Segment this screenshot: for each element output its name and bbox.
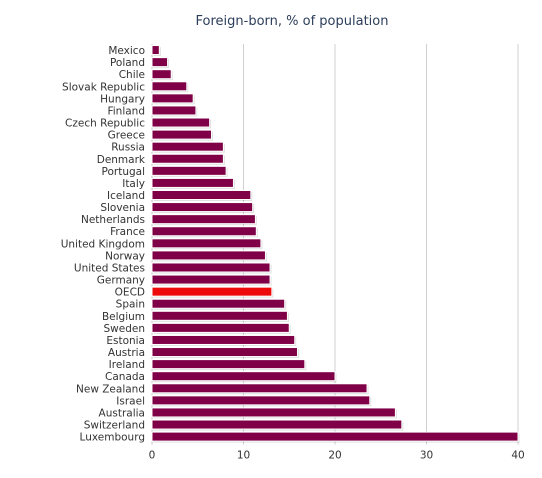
bar (151, 214, 256, 225)
category-label: Australia (99, 407, 145, 419)
bar (151, 105, 197, 116)
category-label: Netherlands (81, 214, 145, 226)
bar (151, 347, 298, 358)
bar (151, 69, 172, 80)
bar (151, 81, 188, 92)
bar (151, 57, 169, 68)
category-label: Poland (110, 57, 145, 69)
bar (151, 334, 296, 345)
bar (151, 45, 160, 56)
category-label: Belgium (102, 311, 145, 323)
bar (151, 371, 336, 382)
category-label: Italy (122, 178, 145, 190)
x-tick-label: 40 (511, 450, 524, 462)
bar (151, 395, 371, 406)
category-label: Austria (108, 347, 145, 359)
category-label: Sweden (104, 323, 146, 335)
bar (151, 226, 257, 237)
category-label: Norway (105, 250, 145, 262)
bar (151, 141, 224, 152)
bar (151, 359, 306, 370)
category-label: Hungary (100, 93, 145, 105)
bar (151, 298, 286, 309)
bar (151, 117, 211, 128)
category-label: Israel (116, 395, 145, 407)
x-axis-ticks: 0 10 20 30 40 (149, 450, 525, 462)
x-tick-label: 10 (237, 450, 250, 462)
bar (151, 238, 262, 249)
bar (151, 153, 224, 164)
category-label: Finland (107, 105, 145, 117)
bar (151, 202, 254, 213)
category-label: Mexico (108, 45, 145, 57)
bar (151, 274, 271, 285)
category-label: Estonia (106, 335, 145, 347)
bar (151, 190, 252, 200)
category-label: Russia (111, 142, 145, 154)
category-label: New Zealand (76, 383, 145, 395)
category-label: Ireland (109, 359, 145, 371)
bar (151, 310, 288, 321)
category-label: Canada (105, 371, 145, 383)
x-tick-label: 0 (149, 450, 156, 462)
bar (151, 407, 396, 418)
category-label: United Kingdom (61, 238, 145, 250)
bar-highlight (151, 286, 273, 297)
x-tick-label: 20 (328, 450, 341, 462)
bar (151, 322, 290, 333)
category-label: Spain (116, 299, 145, 311)
bar (151, 419, 403, 430)
category-label: Portugal (102, 166, 146, 178)
x-tick-label: 30 (420, 450, 433, 462)
bar (151, 262, 271, 273)
bar (151, 129, 212, 140)
bar (151, 165, 227, 176)
category-label: Slovenia (100, 202, 145, 214)
bar (151, 431, 519, 442)
category-label: Czech Republic (65, 118, 145, 130)
category-label: France (110, 226, 145, 238)
category-label: Germany (97, 275, 145, 287)
bar (151, 383, 368, 394)
category-label: Greece (108, 130, 145, 142)
bar (151, 250, 266, 261)
bar (151, 177, 234, 188)
category-label: Switzerland (84, 420, 145, 432)
bars (151, 45, 520, 443)
category-label: Slovak Republic (62, 81, 145, 93)
category-label: Iceland (107, 190, 145, 202)
category-label: Luxembourg (80, 432, 145, 444)
category-label: Denmark (97, 154, 146, 166)
chart-title: Foreign-born, % of population (196, 14, 389, 29)
category-label: United States (74, 262, 145, 274)
category-label: Chile (119, 69, 145, 81)
bar (151, 93, 194, 104)
category-label: OECD (115, 287, 145, 299)
